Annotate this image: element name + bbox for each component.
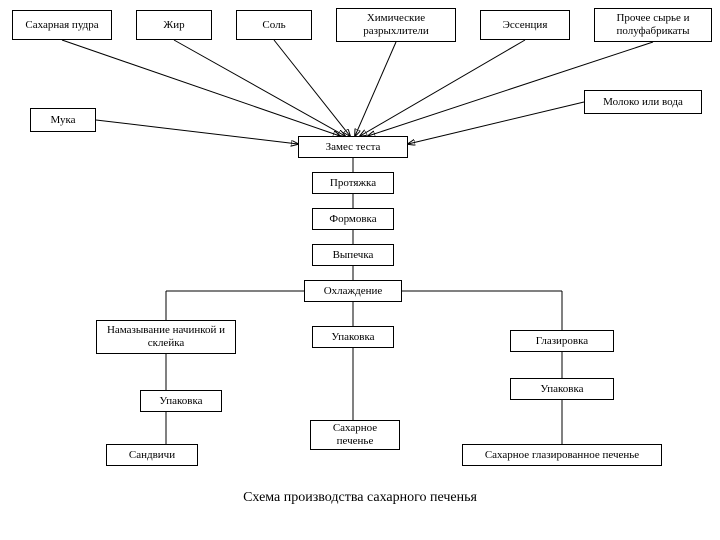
- edge-7: [96, 120, 298, 144]
- node-glaze: Глазировка: [510, 330, 614, 352]
- node-glazed: Сахарное глазированное печенье: [462, 444, 662, 466]
- node-other: Прочее сырье и полуфабрикаты: [594, 8, 712, 42]
- node-label: Охлаждение: [324, 285, 383, 298]
- node-label: Сандвичи: [129, 449, 175, 462]
- node-salt: Соль: [236, 10, 312, 40]
- node-label: Жир: [163, 19, 184, 32]
- node-label: Эссенция: [503, 19, 548, 32]
- node-label: Сахарное печенье: [315, 422, 395, 447]
- node-bake: Выпечка: [312, 244, 394, 266]
- node-form: Формовка: [312, 208, 394, 230]
- node-cookie: Сахарное печенье: [310, 420, 400, 450]
- node-label: Сахарное глазированное печенье: [485, 449, 639, 462]
- node-pack_r: Упаковка: [510, 378, 614, 400]
- edge-2: [274, 40, 350, 136]
- node-label: Протяжка: [330, 177, 376, 190]
- node-pack_l: Упаковка: [140, 390, 222, 412]
- node-cool: Охлаждение: [304, 280, 402, 302]
- node-chem: Химические разрыхлители: [336, 8, 456, 42]
- node-pack_c: Упаковка: [312, 326, 394, 348]
- node-sugar: Сахарная пудра: [12, 10, 112, 40]
- node-label: Намазывание начинкой и склейка: [101, 324, 231, 349]
- edge-4: [360, 40, 525, 136]
- node-label: Химические разрыхлители: [341, 12, 451, 37]
- node-label: Замес теста: [326, 141, 381, 154]
- node-essence: Эссенция: [480, 10, 570, 40]
- node-fat: Жир: [136, 10, 212, 40]
- node-label: Формовка: [329, 213, 376, 226]
- node-label: Сахарная пудра: [25, 19, 98, 32]
- node-label: Упаковка: [540, 383, 583, 396]
- node-label: Глазировка: [536, 335, 588, 348]
- node-milk: Молоко или вода: [584, 90, 702, 114]
- edge-3: [355, 42, 396, 136]
- node-sandwich: Сандвичи: [106, 444, 198, 466]
- edge-0: [62, 40, 340, 136]
- node-label: Выпечка: [333, 249, 374, 262]
- node-label: Мука: [50, 114, 75, 127]
- node-flour: Мука: [30, 108, 96, 132]
- node-spread: Намазывание начинкой и склейка: [96, 320, 236, 354]
- node-label: Прочее сырье и полуфабрикаты: [599, 12, 707, 37]
- edge-1: [174, 40, 345, 136]
- node-label: Упаковка: [331, 331, 374, 344]
- caption: Схема производства сахарного печенья: [0, 490, 720, 506]
- node-label: Упаковка: [159, 395, 202, 408]
- edge-6: [408, 102, 584, 144]
- diagram-stage: Сахарная пудра Жир Соль Химические разрыхли…: [0, 0, 720, 540]
- node-knead: Замес теста: [298, 136, 408, 158]
- node-stretch: Протяжка: [312, 172, 394, 194]
- edge-5: [368, 42, 653, 136]
- node-label: Соль: [262, 19, 285, 32]
- node-label: Молоко или вода: [603, 96, 683, 109]
